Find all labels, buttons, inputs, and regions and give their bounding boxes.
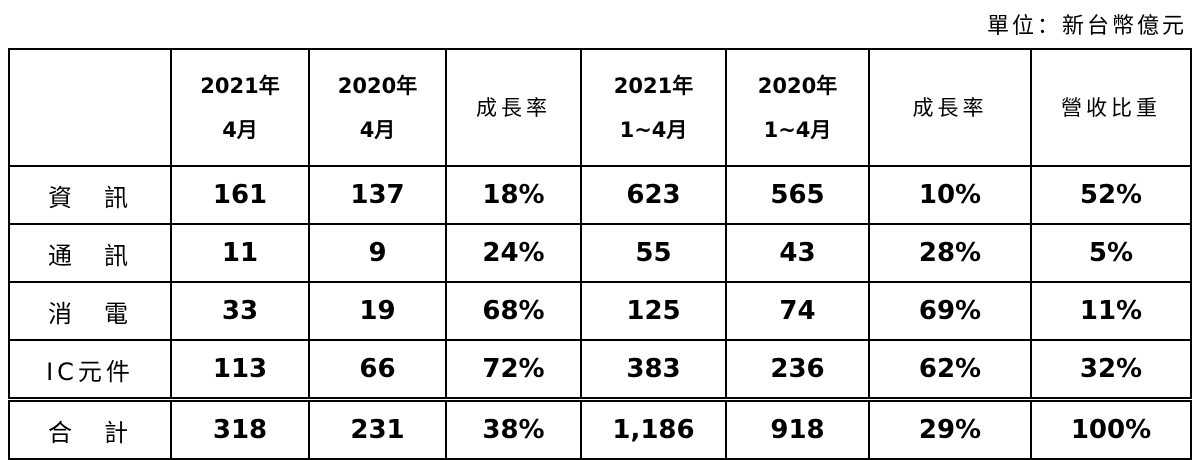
header-text: 營收比重 [1061,95,1161,120]
header-text: 4月 [359,117,396,142]
cell: 29% [868,397,1032,460]
cell: 231 [308,397,447,460]
header-text: 1~4月 [763,117,832,142]
cell: 24% [445,223,582,283]
header-text: 2020年 [757,73,838,98]
cell: 9 [308,223,447,283]
header-text: 2021年 [200,73,280,98]
cell: 318 [170,397,310,460]
cell: 623 [580,165,727,225]
cell: 55 [580,223,727,283]
row-label: IC元件 [8,339,172,401]
cell: 565 [725,165,870,225]
row-label: 消 電 [8,281,172,341]
header-row: 2021年 4月 2020年 4月 成長率 2021年 1~4月 2020年 1~4月 成長率 營收… [8,48,1192,167]
header-cell: 2020年 1~4月 [725,48,870,167]
data-row: IC元件 113 66 72% 383 236 62% 32% [8,339,1192,401]
cell: 5% [1030,223,1192,283]
header-cell: 成長率 [868,48,1032,167]
cell: 161 [170,165,310,225]
cell: 11 [170,223,310,283]
cell: 383 [580,339,727,401]
header-cell: 成長率 [445,48,582,167]
cell: 33 [170,281,310,341]
data-row: 資 訊 161 137 18% 623 565 10% 52% [8,165,1192,225]
cell: 43 [725,223,870,283]
cell: 113 [170,339,310,401]
cell: 1,186 [580,397,727,460]
header-text: 4月 [222,117,258,142]
unit-note: 單位：新台幣億元 [986,14,1187,39]
cell: 66 [308,339,447,401]
data-row: 合 計 318 231 38% 1,186 918 29% 100% [8,397,1192,460]
header-text: 2020年 [337,73,418,98]
cell: 125 [580,281,727,341]
cell: 38% [445,397,582,460]
cell: 918 [725,397,870,460]
header-text: 1~4月 [619,117,688,142]
revenue-table: 2021年 4月 2020年 4月 成長率 2021年 1~4月 2020年 1~4月 成長率 營收… [8,48,1192,460]
cell: 69% [868,281,1032,341]
cell: 11% [1030,281,1192,341]
header-cell [8,48,172,167]
cell: 19 [308,281,447,341]
cell: 137 [308,165,447,225]
cell: 236 [725,339,870,401]
cell: 28% [868,223,1032,283]
header-text: 成長率 [476,95,551,120]
data-row: 通 訊 11 9 24% 55 43 28% 5% [8,223,1192,283]
header-cell: 營收比重 [1030,48,1192,167]
header-text: 成長率 [912,95,988,120]
cell: 68% [445,281,582,341]
row-label: 合 計 [8,397,172,460]
cell: 62% [868,339,1032,401]
header-cell: 2021年 4月 [170,48,310,167]
cell: 32% [1030,339,1192,401]
data-row: 消 電 33 19 68% 125 74 69% 11% [8,281,1192,341]
cell: 10% [868,165,1032,225]
cell: 52% [1030,165,1192,225]
row-label: 資 訊 [8,165,172,225]
row-label: 通 訊 [8,223,172,283]
cell: 18% [445,165,582,225]
cell: 100% [1030,397,1192,460]
header-cell: 2020年 4月 [308,48,447,167]
header-cell: 2021年 1~4月 [580,48,727,167]
cell: 74 [725,281,870,341]
cell: 72% [445,339,582,401]
header-text: 2021年 [613,73,694,98]
